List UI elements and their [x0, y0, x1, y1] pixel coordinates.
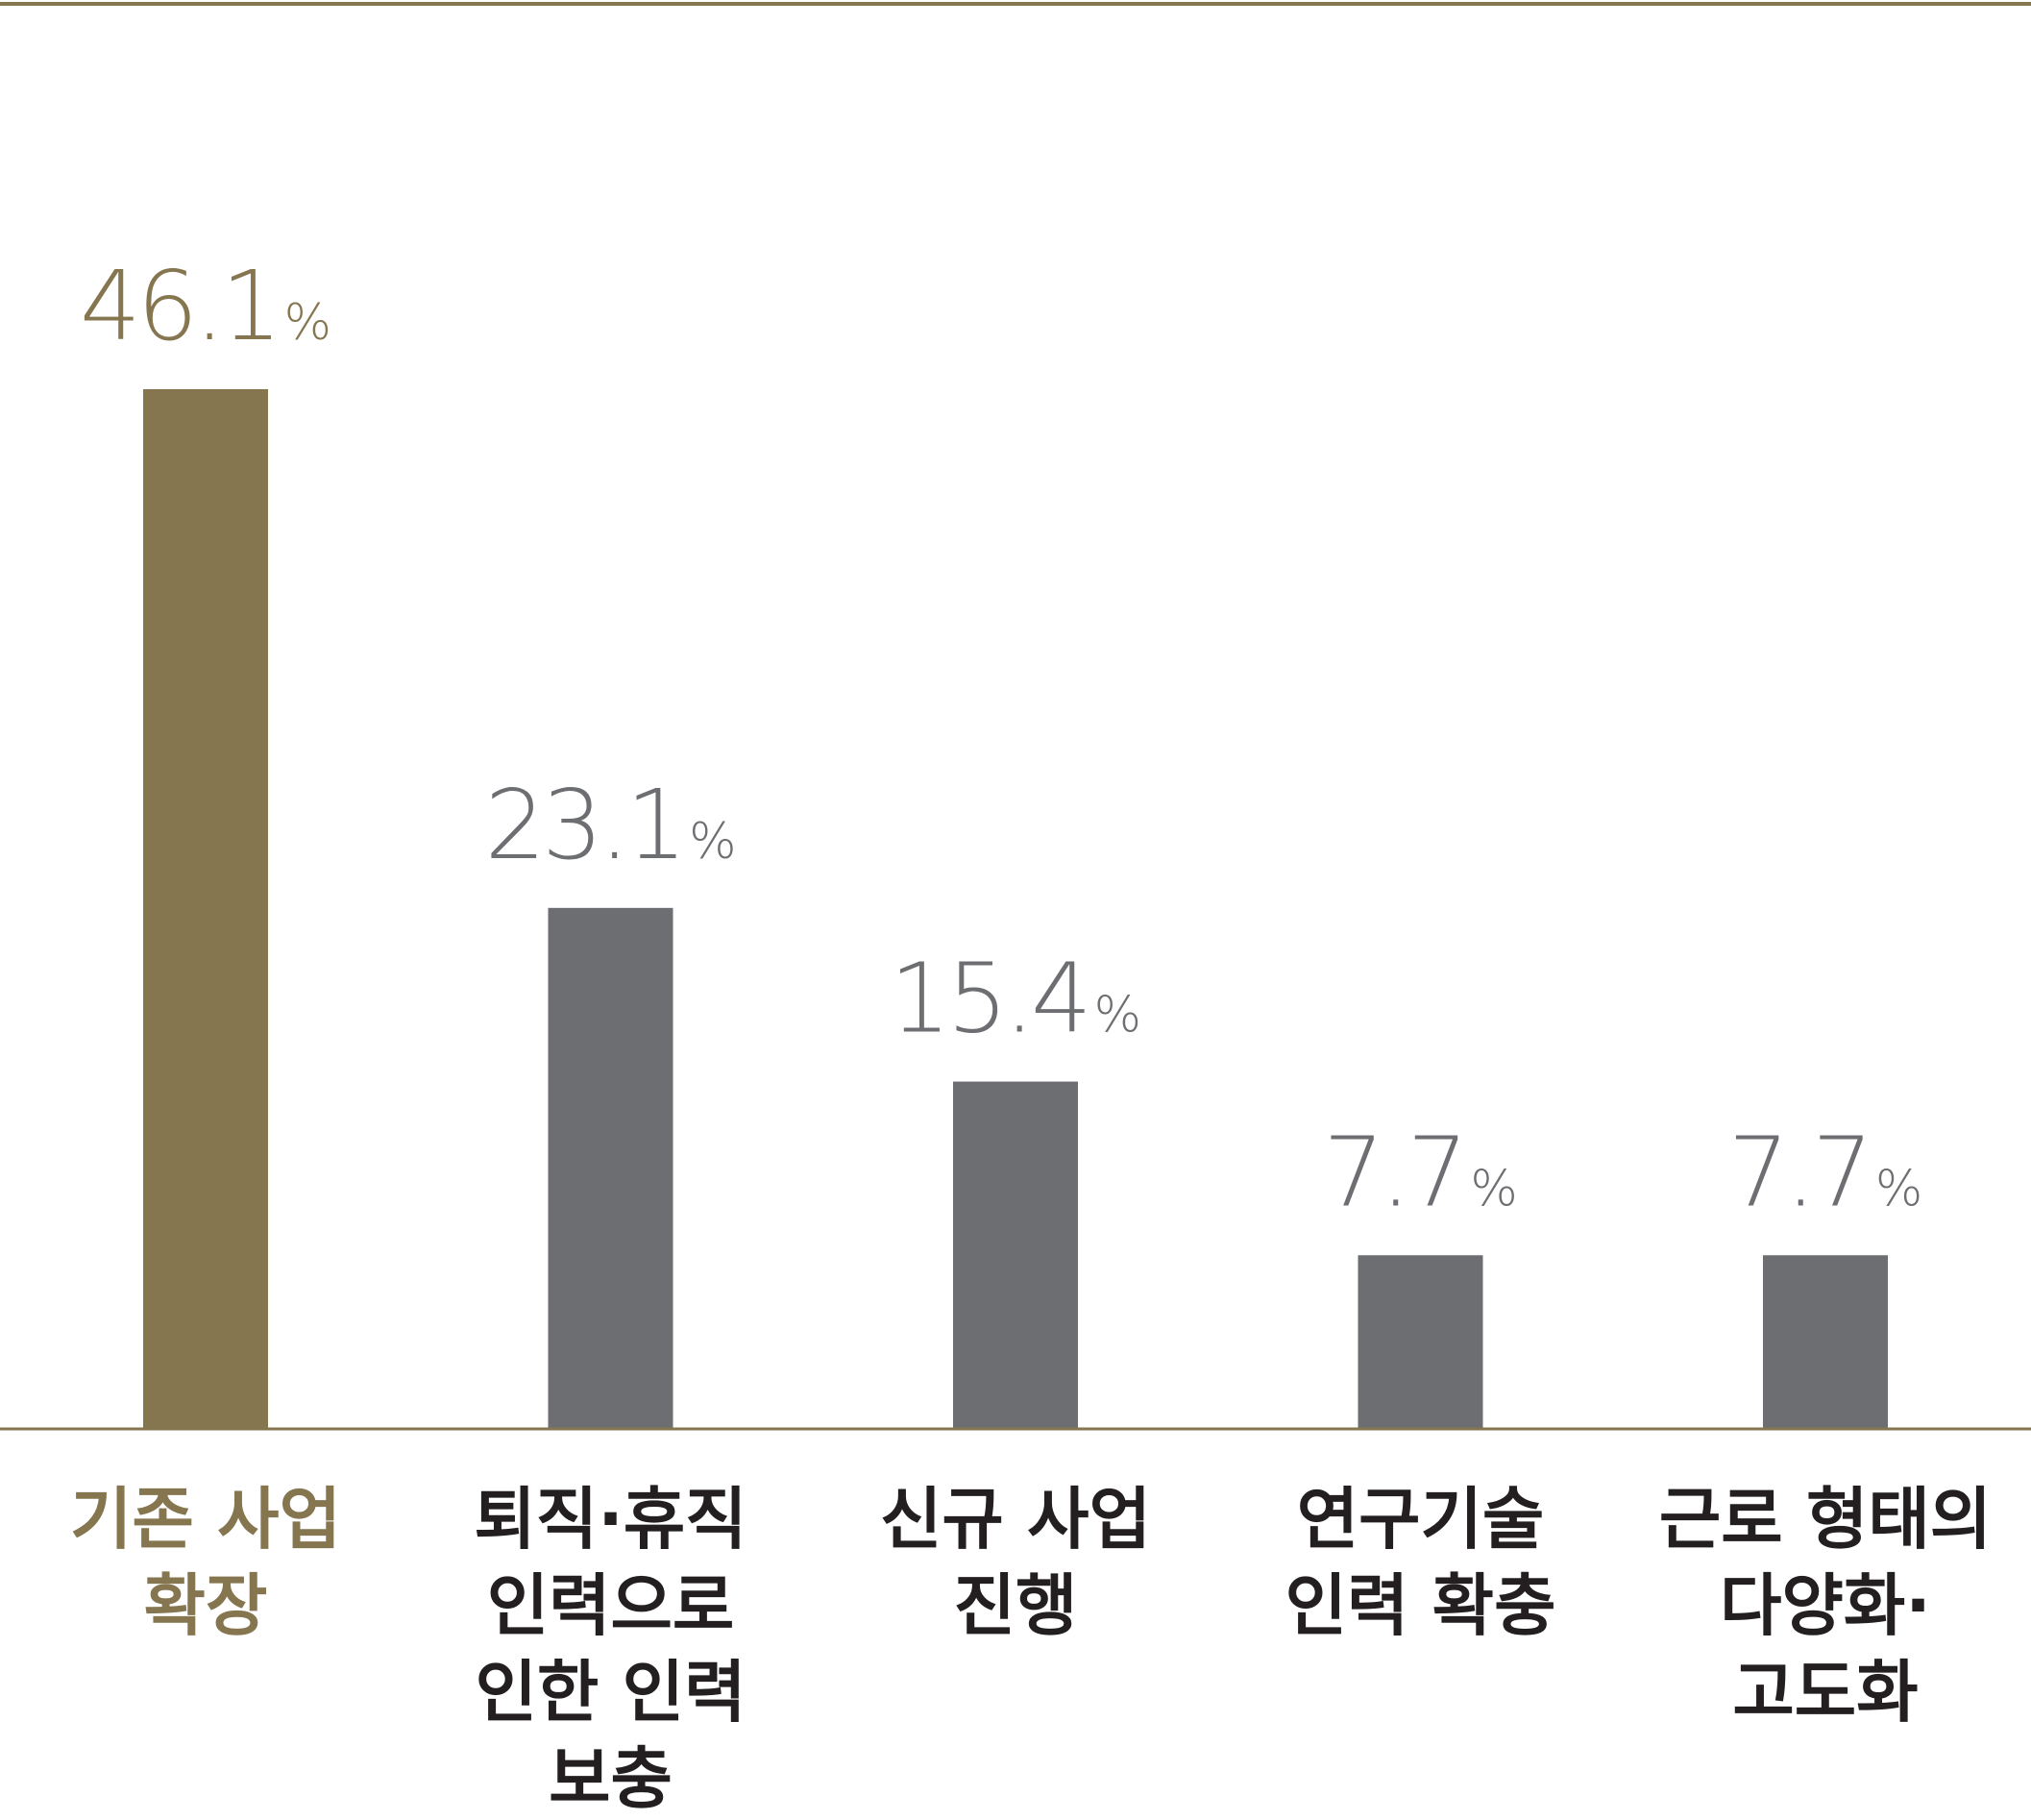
value-number: 7.7	[1323, 1116, 1464, 1228]
category-label: 기존 사업 확장	[70, 1480, 341, 1645]
category-label-line: 인한 인력	[476, 1653, 746, 1732]
category-label-line: 기존 사업	[70, 1480, 341, 1559]
value-label: 7.7%	[1323, 1116, 1517, 1228]
value-percent-sign: %	[1470, 1160, 1517, 1217]
value-percent-sign: %	[689, 813, 736, 871]
category-label: 연구기술 인력 확충	[1285, 1480, 1556, 1645]
value-label: 23.1%	[484, 769, 736, 881]
category-label-line: 근로 형태의	[1659, 1480, 1992, 1559]
category-label-line: 신규 사업	[880, 1480, 1151, 1559]
value-percent-sign: %	[1094, 987, 1141, 1045]
bar	[143, 389, 268, 1429]
value-number: 46.1	[80, 250, 279, 362]
value-number: 7.7	[1728, 1116, 1870, 1228]
category-label-line: 퇴직·휴직	[474, 1480, 746, 1559]
value-labels-group: 46.1 %23.1 %15.4 %7.7% 7.7%	[80, 250, 1922, 1228]
category-label: 신규 사업 진행	[880, 1480, 1151, 1645]
bar	[953, 1081, 1078, 1429]
category-label-line: 연구기술	[1297, 1480, 1545, 1559]
value-percent-sign: %	[1875, 1160, 1922, 1217]
category-label-line: 확장	[144, 1566, 268, 1645]
value-percent-sign: %	[284, 294, 331, 352]
category-label-line: 인력 확충	[1285, 1566, 1556, 1645]
category-label-line: 인력으로	[487, 1566, 735, 1645]
value-label: 7.7%	[1728, 1116, 1922, 1228]
category-label-line: 보충	[549, 1739, 673, 1818]
category-label-line: 고도화	[1732, 1653, 1918, 1732]
bar	[548, 907, 673, 1429]
category-label: 근로 형태의 다양화· 고도화	[1659, 1480, 1992, 1732]
bar	[1358, 1255, 1483, 1429]
category-label-line: 진행	[954, 1566, 1078, 1645]
value-number: 15.4	[890, 943, 1089, 1055]
value-number: 23.1	[484, 769, 683, 881]
value-label: 46.1%	[80, 250, 331, 362]
category-label-line: 다양화·	[1720, 1566, 1931, 1645]
bars-group	[143, 389, 1888, 1429]
bar	[1763, 1255, 1888, 1429]
value-label: 15.4%	[890, 943, 1141, 1055]
